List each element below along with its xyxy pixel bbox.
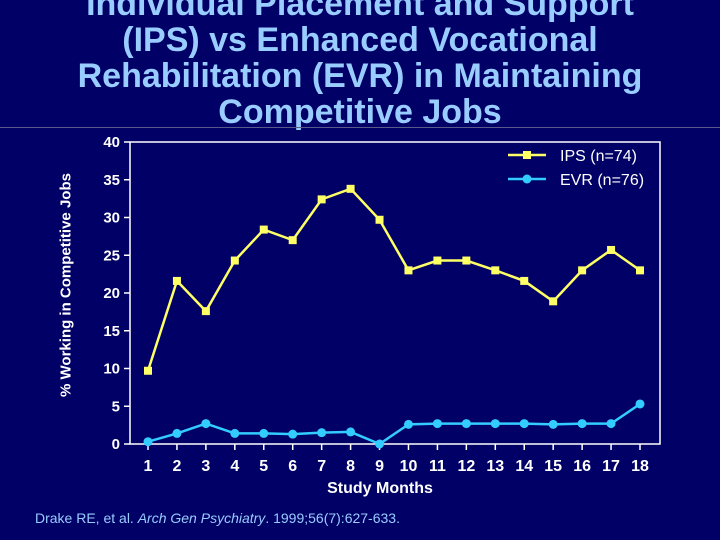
data-point bbox=[404, 266, 413, 275]
data-point bbox=[172, 428, 182, 438]
data-point bbox=[230, 256, 239, 265]
y-axis-label: % Working in Competitive Jobs bbox=[57, 173, 75, 397]
data-point bbox=[172, 276, 181, 285]
y-tick-label: 40 bbox=[103, 134, 120, 151]
legend: IPS (n=74) EVR (n=76) bbox=[508, 148, 644, 189]
data-point bbox=[519, 419, 529, 429]
data-point bbox=[462, 256, 471, 265]
data-point bbox=[201, 419, 211, 429]
data-point bbox=[143, 437, 153, 447]
title-divider bbox=[0, 127, 720, 128]
x-tick-label: 13 bbox=[486, 458, 504, 475]
x-tick-label: 3 bbox=[201, 458, 210, 475]
citation-details: . 1999;56(7):627-633. bbox=[265, 510, 400, 526]
y-tick-label: 5 bbox=[112, 398, 120, 415]
x-tick-label: 16 bbox=[573, 458, 591, 475]
legend-label: IPS (n=74) bbox=[560, 148, 637, 165]
x-tick-label: 11 bbox=[429, 458, 446, 475]
data-point bbox=[548, 419, 558, 429]
data-point bbox=[549, 297, 558, 306]
x-tick-label: 17 bbox=[602, 458, 620, 475]
title-line-2: (IPS) vs Enhanced Vocational bbox=[122, 21, 598, 59]
x-tick-label: 10 bbox=[400, 458, 418, 475]
data-point bbox=[432, 419, 442, 429]
x-tick-label: 12 bbox=[457, 458, 475, 475]
x-tick-label: 8 bbox=[346, 458, 355, 475]
x-tick-label: 7 bbox=[317, 458, 326, 475]
x-tick-label: 6 bbox=[288, 458, 297, 475]
data-point bbox=[520, 276, 529, 285]
y-tick-label: 10 bbox=[103, 361, 120, 378]
legend-label: EVR (n=76) bbox=[560, 172, 644, 189]
series-line bbox=[146, 187, 641, 372]
data-point bbox=[433, 256, 442, 265]
data-point bbox=[230, 428, 240, 438]
data-point bbox=[346, 184, 355, 193]
y-tick-label: 30 bbox=[103, 210, 120, 227]
data-point bbox=[635, 399, 645, 409]
data-point bbox=[490, 419, 500, 429]
data-point bbox=[288, 236, 297, 245]
x-tick-label: 15 bbox=[544, 458, 562, 475]
y-tick-label: 15 bbox=[103, 323, 120, 340]
series-line bbox=[147, 402, 641, 446]
data-point bbox=[259, 428, 269, 438]
data-point bbox=[346, 427, 356, 437]
x-tick-label: 4 bbox=[230, 458, 239, 475]
x-tick-label: 2 bbox=[172, 458, 181, 475]
data-point bbox=[461, 419, 471, 429]
data-point bbox=[259, 225, 268, 234]
x-tick-label: 14 bbox=[515, 458, 533, 475]
data-point bbox=[375, 439, 385, 449]
citation-journal: Arch Gen Psychiatry bbox=[137, 510, 266, 526]
x-tick-label: 5 bbox=[259, 458, 268, 475]
citation: Drake RE, et al. Arch Gen Psychiatry. 19… bbox=[35, 510, 400, 526]
series-evr bbox=[143, 399, 645, 449]
title-line-1: Individual Placement and Support bbox=[86, 0, 634, 23]
legend-marker bbox=[523, 151, 531, 159]
data-point bbox=[577, 419, 587, 429]
data-point bbox=[578, 266, 587, 275]
data-point bbox=[201, 307, 210, 316]
y-tick-label: 0 bbox=[112, 436, 120, 453]
data-point bbox=[606, 419, 616, 429]
x-axis-label: Study Months bbox=[327, 480, 433, 497]
data-point bbox=[317, 195, 326, 204]
x-tick-label: 18 bbox=[631, 458, 649, 475]
series-layer bbox=[143, 184, 645, 449]
x-tick-label: 1 bbox=[144, 458, 153, 475]
x-tick-label: 9 bbox=[375, 458, 384, 475]
title-line-4: Competitive Jobs bbox=[218, 93, 502, 131]
series-ips bbox=[144, 184, 644, 375]
title-line-3: Rehabilitation (EVR) in Maintaining bbox=[77, 57, 643, 95]
data-point bbox=[317, 428, 327, 438]
data-point bbox=[636, 266, 644, 275]
citation-authors: Drake RE, et al. bbox=[35, 510, 138, 526]
data-point bbox=[491, 266, 500, 275]
y-tick-label: 35 bbox=[103, 172, 120, 189]
data-point bbox=[375, 215, 384, 224]
data-point bbox=[288, 429, 298, 439]
slide-title: Individual Placement and Support (IPS) v… bbox=[0, 0, 720, 130]
data-point bbox=[403, 419, 413, 429]
data-point bbox=[607, 245, 616, 254]
y-tick-label: 20 bbox=[103, 285, 120, 302]
data-point bbox=[144, 366, 152, 375]
y-tick-label: 25 bbox=[103, 247, 120, 264]
legend-marker bbox=[522, 174, 532, 184]
